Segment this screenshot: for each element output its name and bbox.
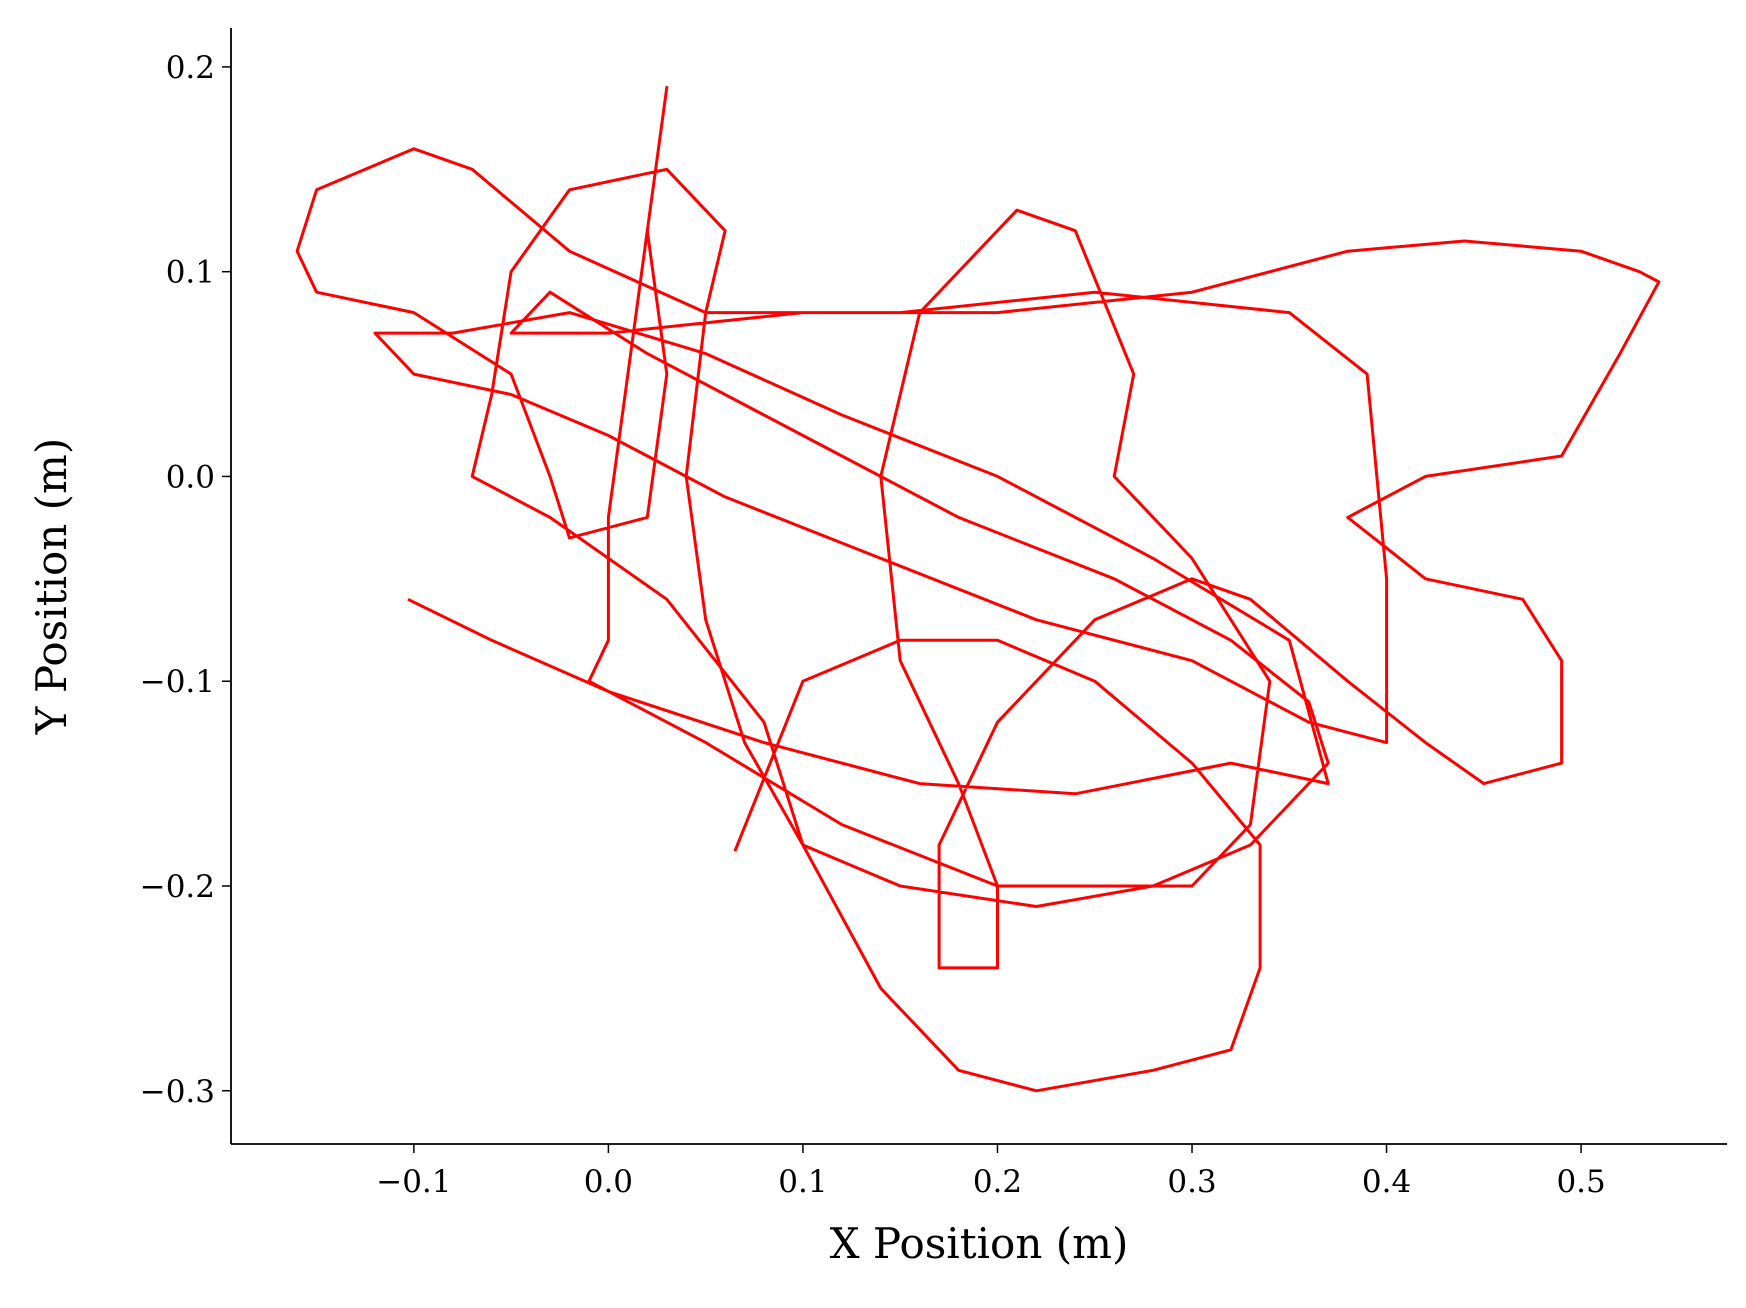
- trajectory: [295, 85, 1661, 1093]
- y-tick-label: −0.1: [140, 664, 215, 700]
- x-tick-label: 0.0: [584, 1164, 633, 1200]
- x-tick-label: 0.3: [1167, 1164, 1216, 1200]
- y-tick-label: −0.3: [140, 1074, 215, 1110]
- x-tick-label: −0.1: [376, 1164, 451, 1200]
- x-axis-label: X Position (m): [830, 1219, 1129, 1268]
- x-tick-label: 0.5: [1556, 1164, 1605, 1200]
- y-tick-label: −0.2: [140, 869, 215, 905]
- x-tick-label: 0.4: [1362, 1164, 1411, 1200]
- y-tick-label: 0.0: [166, 459, 215, 495]
- x-tick-label: 0.1: [778, 1164, 827, 1200]
- y-axis-label: Y Position (m): [27, 438, 76, 736]
- y-tick-label: 0.1: [166, 255, 215, 291]
- y-tick-label: 0.2: [166, 50, 215, 86]
- x-tick-label: 0.2: [973, 1164, 1022, 1200]
